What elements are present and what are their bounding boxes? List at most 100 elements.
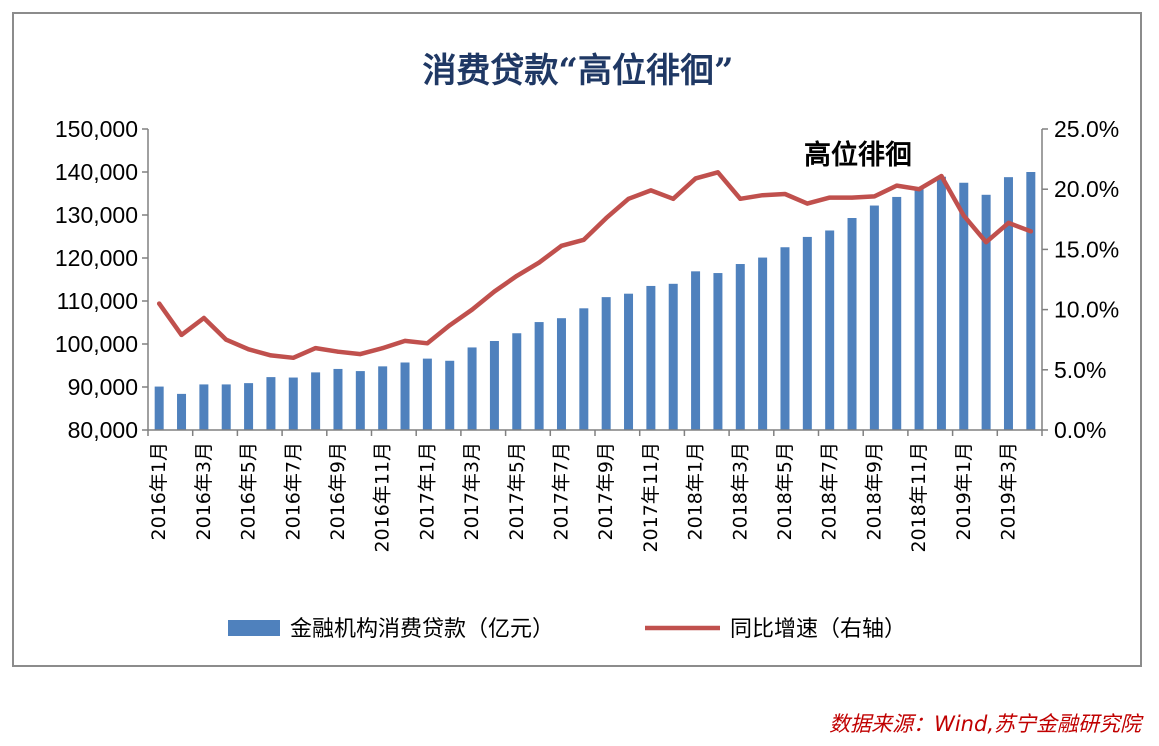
bar (869, 205, 879, 430)
bar (355, 371, 365, 430)
right-tick-label: 25.0% (1054, 116, 1119, 142)
bar (579, 308, 589, 430)
line-point (246, 347, 251, 352)
line-point (403, 338, 408, 343)
growth-rate-line (156, 170, 1034, 361)
bar (556, 318, 566, 430)
x-tick-label: 2018年1月 (685, 442, 707, 540)
legend-bar-label: 金融机构消费贷款（亿元） (290, 617, 554, 642)
bar (445, 360, 455, 430)
x-tick-label: 2017年1月 (416, 442, 438, 540)
line-point (917, 187, 922, 192)
line-point (604, 216, 609, 221)
bar (959, 182, 969, 430)
line-point (872, 194, 877, 199)
line-point (447, 323, 452, 328)
bar (199, 384, 209, 430)
x-tick-label: 2019年3月 (997, 442, 1019, 540)
x-tick-label: 2019年1月 (953, 442, 975, 540)
bar (758, 257, 768, 430)
line-point (984, 240, 989, 245)
line-point (850, 195, 855, 200)
bar (1026, 172, 1036, 430)
line-point (939, 173, 944, 178)
bar (802, 236, 812, 430)
line-point (358, 352, 363, 357)
x-tick-label: 2016年1月 (148, 442, 170, 540)
x-tick-label: 2016年3月 (193, 442, 215, 540)
x-tick-label: 2018年7月 (819, 442, 841, 540)
x-tick-label: 2017年5月 (506, 442, 528, 540)
chart-title: 消费贷款“高位徘徊” (422, 51, 733, 91)
x-tick-label: 2018年9月 (863, 442, 885, 540)
line-point (313, 346, 318, 351)
left-tick-label: 100,000 (55, 331, 138, 357)
left-tick-label: 140,000 (55, 159, 138, 185)
right-tick-label: 15.0% (1054, 236, 1119, 262)
bar (244, 383, 254, 430)
bar (266, 377, 276, 430)
bar (512, 333, 522, 430)
left-tick-label: 130,000 (55, 202, 138, 228)
bar (177, 393, 187, 430)
bar (378, 366, 388, 430)
annotation-label: 高位徘徊 (804, 139, 912, 171)
x-tick-label: 2017年3月 (461, 442, 483, 540)
left-tick-label: 90,000 (68, 374, 138, 400)
bar (713, 273, 723, 430)
bar (288, 377, 298, 430)
line-point (492, 289, 497, 294)
x-axis: 2016年1月 2016年3月 2016年5月 2016年7月 2016年9月 2016年… (147, 429, 1043, 553)
bar (735, 264, 745, 430)
bar (780, 247, 790, 430)
line-point (626, 196, 631, 201)
x-tick-label: 2017年11月 (640, 442, 662, 553)
chart-frame (12, 12, 1142, 667)
bar (847, 218, 857, 430)
line-point (1006, 220, 1011, 225)
line-point (157, 301, 162, 306)
left-tick-label: 150,000 (55, 116, 138, 142)
left-tick-label: 110,000 (57, 288, 138, 314)
line-point (693, 176, 698, 181)
line-point (224, 337, 229, 342)
x-tick-label: 2016年11月 (372, 442, 394, 553)
line-point (894, 183, 899, 188)
line-point (268, 353, 273, 358)
x-tick-label: 2018年11月 (908, 442, 930, 553)
x-tick-label: 2016年9月 (327, 442, 349, 540)
right-tick-label: 5.0% (1054, 357, 1106, 383)
bar (892, 196, 902, 430)
bar (914, 188, 924, 430)
left-tick-label: 80,000 (68, 417, 138, 443)
line-point (470, 307, 475, 312)
line-point (738, 196, 743, 201)
line-point (827, 195, 832, 200)
bar (668, 283, 678, 430)
line-point (425, 341, 430, 346)
line-point (380, 346, 385, 351)
line-series (156, 170, 1034, 361)
line-point (201, 316, 206, 321)
x-tick-label: 2017年9月 (595, 442, 617, 540)
bar (981, 194, 991, 430)
legend-line-label: 同比增速（右轴） (730, 617, 906, 642)
legend: 金融机构消费贷款（亿元） 同比增速（右轴） (228, 617, 906, 642)
line-point (715, 170, 720, 175)
bar (691, 271, 701, 430)
bar (646, 285, 656, 430)
bar (936, 176, 946, 430)
x-tick-label: 2016年5月 (238, 442, 260, 540)
bar (534, 322, 544, 430)
line-point (514, 273, 519, 278)
right-tick-label: 10.0% (1054, 297, 1119, 323)
line-point (782, 192, 787, 197)
x-tick-label: 2018年3月 (729, 442, 751, 540)
source-note: 数据来源：Wind,苏宁金融研究院 (829, 712, 1141, 736)
bar (422, 358, 432, 430)
bar (311, 372, 321, 430)
bar (467, 347, 477, 430)
line-point (805, 201, 810, 206)
line-point (671, 196, 676, 201)
